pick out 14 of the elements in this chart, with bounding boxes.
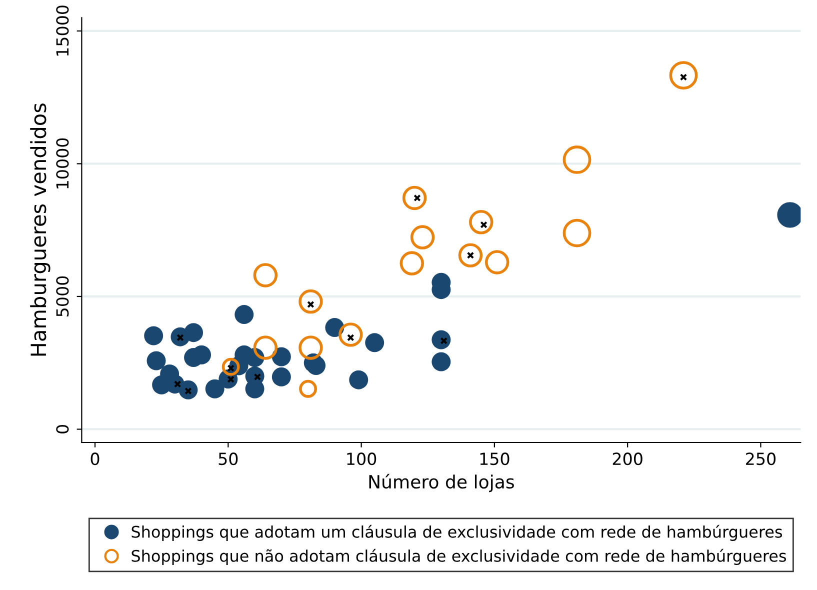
y-tick-label: 5000 [56,276,69,316]
x-tick-label: 150 [480,452,510,466]
x-tick-label: 200 [612,452,642,466]
y-tick-label: 10000 [56,138,69,188]
y-axis-title: Hamburgueres vendidos [30,104,50,356]
y-tick-label: 0 [56,425,69,434]
x-tick-label: 100 [347,452,376,466]
legend-label: Shoppings que adotam um cláusula de exclusividade com rede de hambúrgueres [132,524,782,541]
x-tick-label: 250 [746,452,776,466]
x-axis-title: Número de lojas [369,474,514,492]
legend-label: Shoppings que não adotam cláusula de exclusividade com rede de hambúrgueres [132,548,786,566]
x-tick-label: 50 [218,452,238,466]
y-tick-label: 15000 [56,6,69,56]
x-tick-label: 0 [90,452,100,466]
